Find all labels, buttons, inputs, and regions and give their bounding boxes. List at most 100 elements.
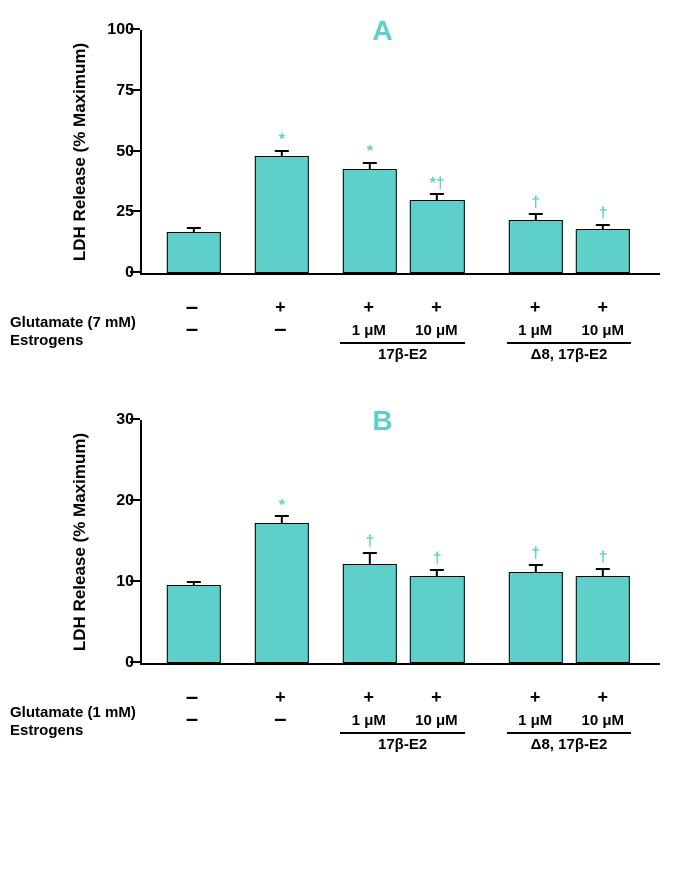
error-cap: [275, 150, 289, 152]
group-line: [340, 732, 465, 734]
bar-group: [167, 30, 221, 273]
y-tick-label: 100: [107, 21, 134, 39]
bar: [167, 585, 221, 663]
concentration-cell: –: [274, 322, 286, 340]
glutamate-cell: +: [275, 300, 286, 317]
concentration-cell: 10 μM: [582, 322, 625, 339]
error-cap: [430, 569, 444, 571]
concentration-cell: 10 μM: [415, 322, 458, 339]
concentration-cell: 1 μM: [518, 712, 552, 729]
bar-group: †: [576, 30, 630, 273]
bar-group: *: [255, 30, 309, 273]
glutamate-cell: +: [431, 690, 442, 707]
glutamate-cell: +: [530, 690, 541, 707]
group-label: 17β-E2: [378, 346, 427, 363]
bar-group: †: [410, 420, 464, 663]
significance-marker: †: [599, 549, 608, 567]
bar: [576, 576, 630, 663]
glutamate-cell: +: [598, 300, 609, 317]
chart-area: ALDH Release (% Maximum)0255075100***†††: [105, 20, 660, 300]
concentration-cell: 1 μM: [352, 322, 386, 339]
bar-group: †: [508, 30, 562, 273]
y-axis-label: LDH Release (% Maximum): [70, 42, 90, 260]
group-label: Δ8, 17β-E2: [531, 736, 608, 753]
bar: [167, 232, 221, 273]
significance-marker: †: [599, 205, 608, 223]
error-bar: [602, 226, 604, 230]
bar: [343, 564, 397, 663]
y-tick-label: 20: [116, 492, 134, 510]
group-line: [340, 342, 465, 344]
x-axis-labels: Glutamate (1 mM)–+++++Estrogens––1 μM10 …: [105, 690, 660, 760]
error-bar: [602, 570, 604, 576]
bar: [255, 523, 309, 663]
bar-group: †: [508, 420, 562, 663]
estrogens-row-label: Estrogens: [10, 332, 83, 349]
significance-marker: †: [433, 550, 442, 568]
y-tick-label: 75: [116, 82, 134, 100]
error-bar: [193, 583, 195, 585]
bar-group: †: [576, 420, 630, 663]
bar-group: *: [343, 30, 397, 273]
significance-marker: †: [531, 545, 540, 563]
bar: [255, 156, 309, 273]
error-bar: [436, 195, 438, 200]
plot-area: LDH Release (% Maximum)0102030*††††: [140, 420, 660, 665]
error-cap: [187, 227, 201, 229]
error-bar: [281, 152, 283, 157]
significance-marker: †: [365, 533, 374, 551]
y-axis-label: LDH Release (% Maximum): [70, 432, 90, 650]
concentration-cell: 1 μM: [352, 712, 386, 729]
group-label: 17β-E2: [378, 736, 427, 753]
error-bar: [535, 215, 537, 220]
y-tick-label: 10: [116, 573, 134, 591]
concentration-cell: 10 μM: [582, 712, 625, 729]
chart-area: BLDH Release (% Maximum)0102030*††††: [105, 410, 660, 690]
bar: [508, 220, 562, 273]
panel-B: BLDH Release (% Maximum)0102030*††††Glut…: [10, 410, 675, 760]
significance-marker: *: [367, 143, 373, 161]
error-cap: [596, 568, 610, 570]
y-tick-label: 25: [116, 203, 134, 221]
concentration-cell: –: [274, 712, 286, 730]
bar: [508, 572, 562, 663]
group-line: [507, 732, 632, 734]
y-tick-label: 0: [125, 654, 134, 672]
glutamate-cell: +: [598, 690, 609, 707]
error-cap: [363, 552, 377, 554]
error-bar: [369, 164, 371, 169]
estrogens-row-label: Estrogens: [10, 722, 83, 739]
error-bar: [193, 229, 195, 231]
error-cap: [275, 515, 289, 517]
significance-marker: *: [279, 131, 285, 149]
error-cap: [529, 564, 543, 566]
estrogen-group-row: 17β-E2Δ8, 17β-E2: [105, 344, 660, 370]
plot-area: LDH Release (% Maximum)0255075100***†††: [140, 30, 660, 275]
significance-marker: †: [531, 194, 540, 212]
bar-group: *: [255, 420, 309, 663]
error-cap: [596, 224, 610, 226]
bar-group: [167, 420, 221, 663]
bar: [343, 169, 397, 273]
group-line: [507, 342, 632, 344]
concentration-cell: –: [186, 712, 198, 730]
error-cap: [363, 162, 377, 164]
error-cap: [187, 581, 201, 583]
bar: [576, 229, 630, 273]
glutamate-cell: +: [364, 300, 375, 317]
significance-marker: *†: [430, 175, 445, 193]
error-bar: [281, 517, 283, 523]
y-tick-label: 0: [125, 264, 134, 282]
panel-A: ALDH Release (% Maximum)0255075100***†††…: [10, 20, 675, 370]
concentration-cell: 10 μM: [415, 712, 458, 729]
concentration-row: Estrogens––1 μM10 μM1 μM10 μM: [105, 712, 660, 734]
error-cap: [529, 213, 543, 215]
error-bar: [436, 571, 438, 576]
bar-group: †: [343, 420, 397, 663]
glutamate-cell: +: [431, 300, 442, 317]
y-tick-label: 50: [116, 143, 134, 161]
concentration-cell: –: [186, 322, 198, 340]
glutamate-cell: +: [275, 690, 286, 707]
error-cap: [430, 193, 444, 195]
error-bar: [369, 554, 371, 565]
